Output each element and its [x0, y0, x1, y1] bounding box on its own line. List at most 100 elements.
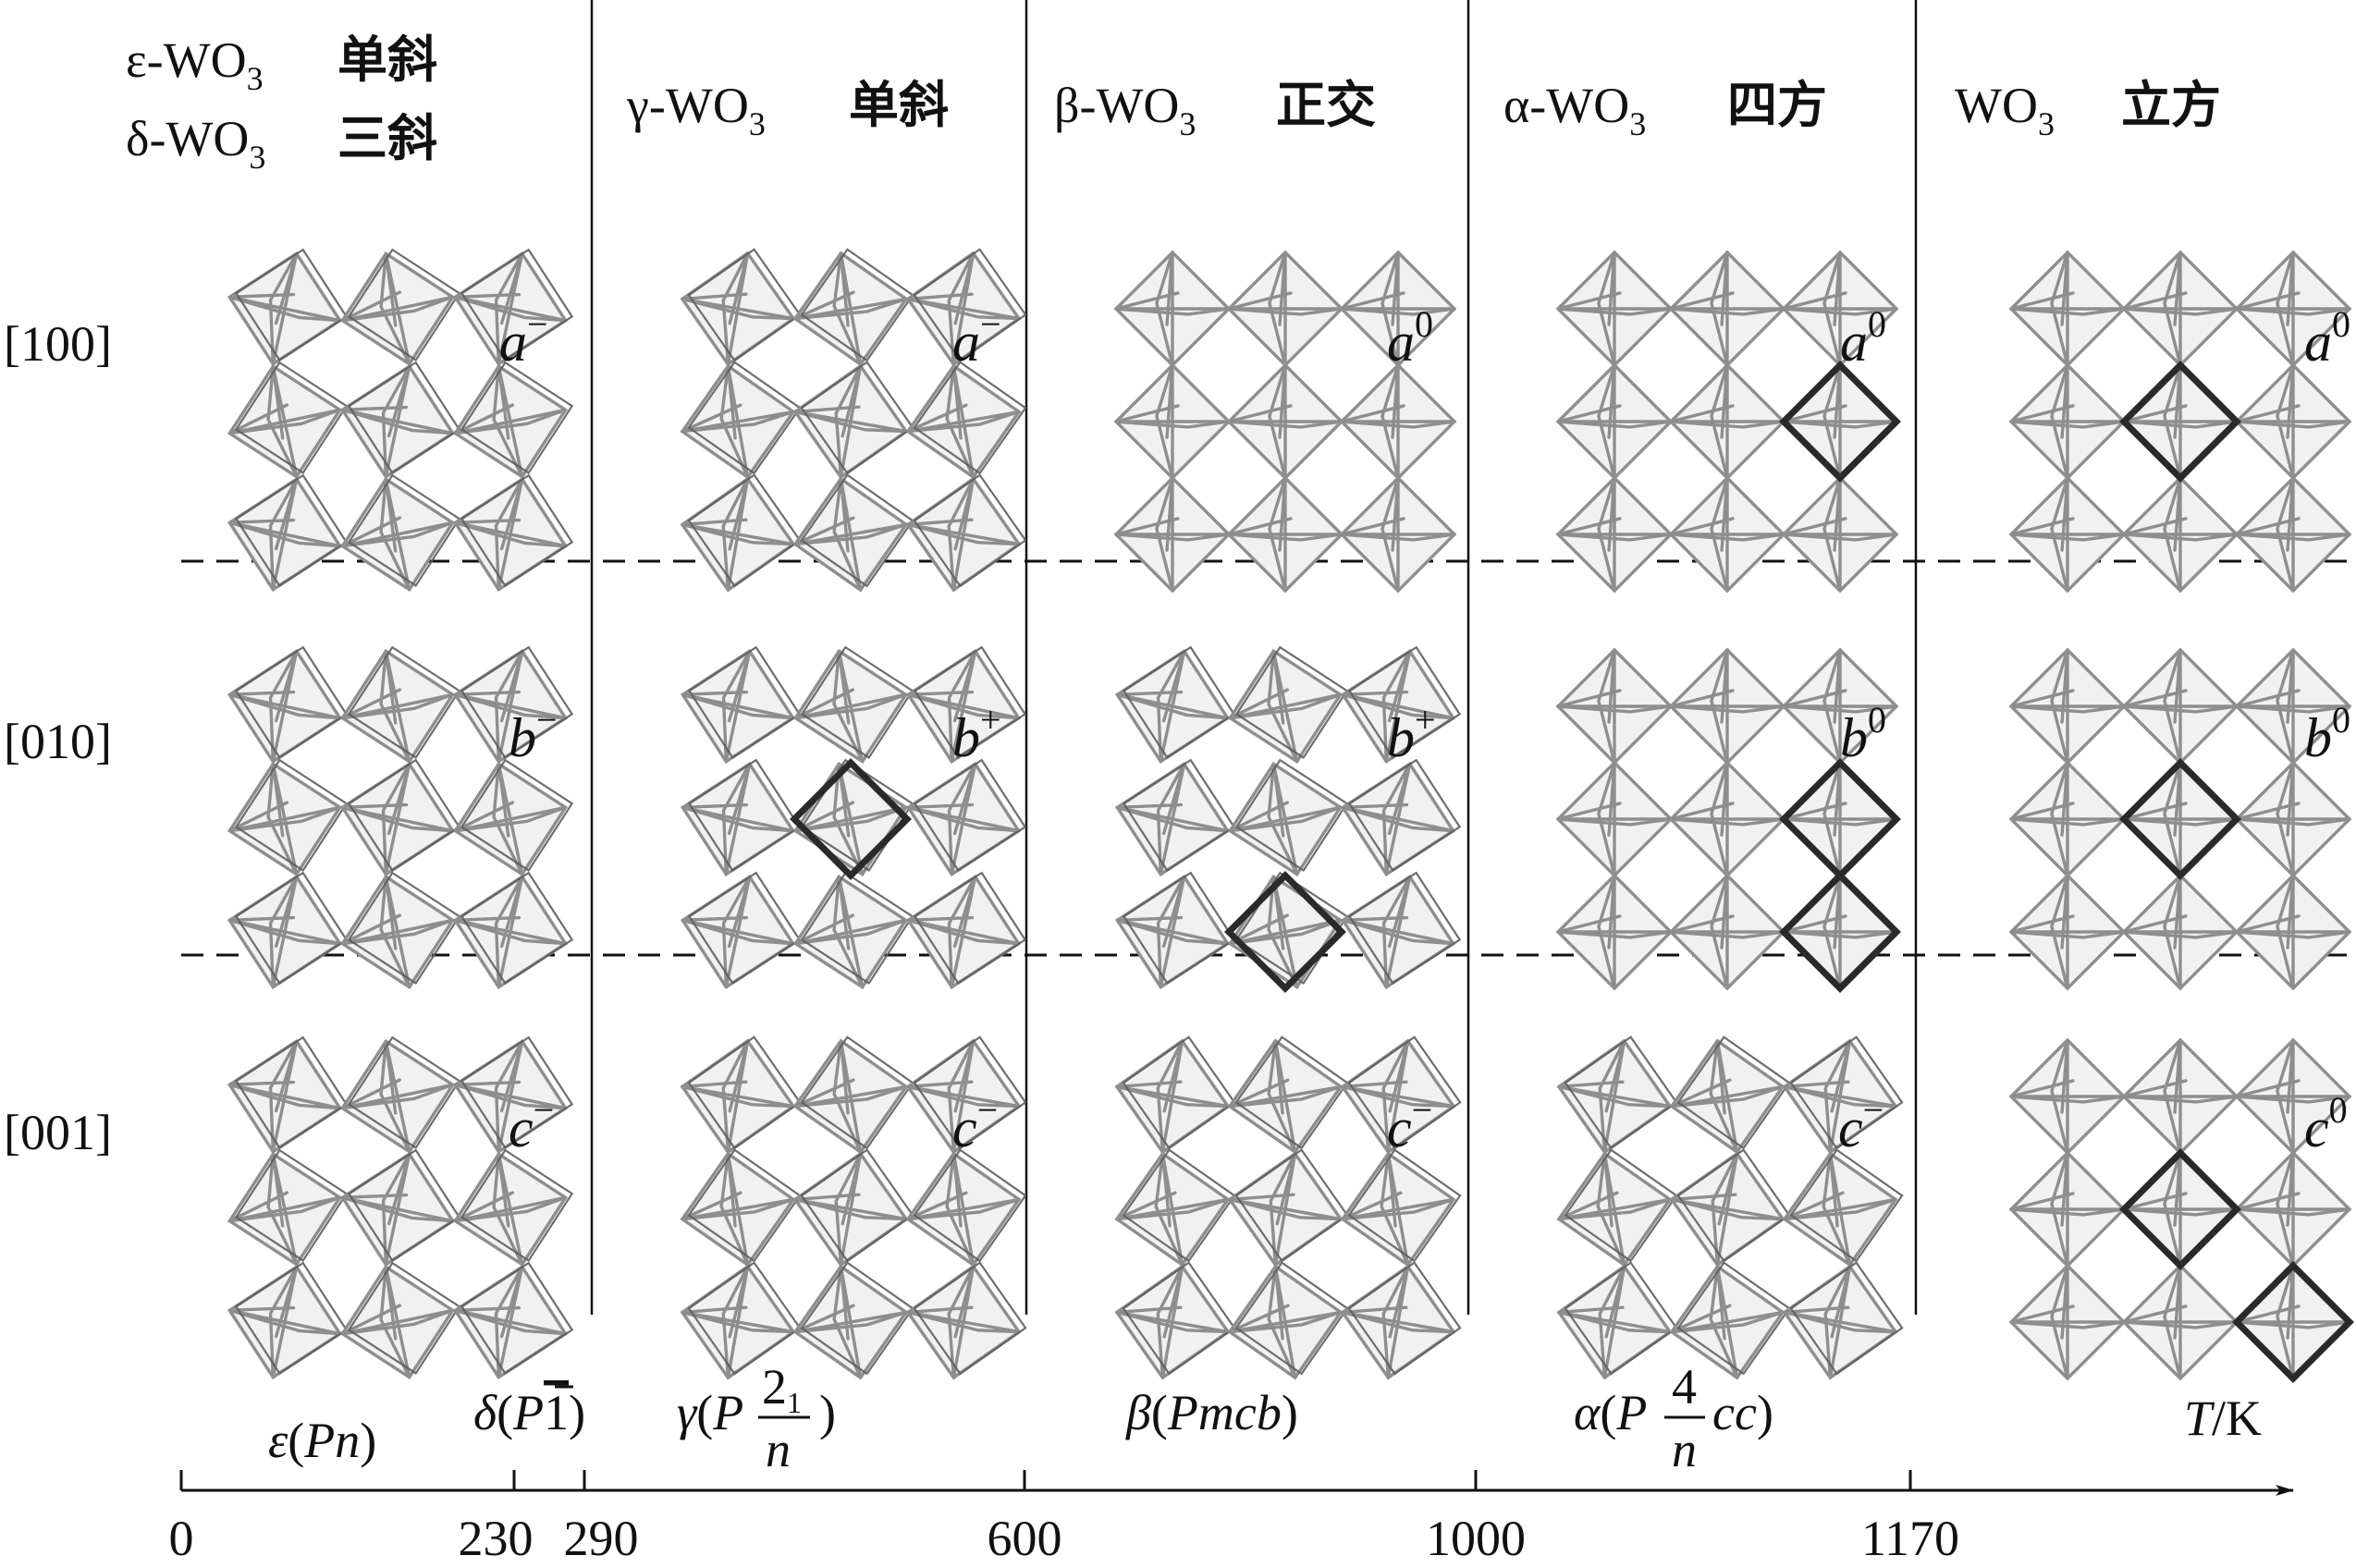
octahedra-panel [1114, 1035, 1462, 1380]
octahedron-inner-edges [1227, 363, 1344, 480]
octahedron-inner-edges [681, 1265, 795, 1379]
octahedron-ghost [913, 473, 1027, 588]
octahedron-inner-edges [1556, 761, 1673, 877]
phase-formula: γ-WO [626, 78, 749, 133]
octahedron-inner-edges [1341, 875, 1455, 989]
phase-header-cubic: WO3 立方 [1955, 76, 2221, 142]
octahedra-panel [2008, 647, 2352, 991]
octahedron-ghost [687, 473, 802, 588]
octahedron-ghost [687, 645, 802, 759]
octahedron-inner-edges [2235, 1264, 2351, 1380]
octahedron-inner-edges [2009, 1151, 2126, 1268]
octahedron-inner-edges [227, 1265, 342, 1379]
octahedron-ghost [234, 645, 349, 759]
octahedron-inner-edges [1115, 762, 1230, 876]
octahedron-inner-edges [453, 251, 568, 366]
svg-text:α(P: α(P [1574, 1385, 1647, 1440]
octahedron-inner-edges [681, 649, 795, 764]
octahedron-inner-edges [906, 251, 1021, 366]
octahedron-ghost [800, 473, 914, 588]
octahedron-inner-edges [1115, 649, 1230, 764]
octahedra-panel [1113, 250, 1457, 594]
svg-text:δ-WO3: δ-WO3 [126, 111, 265, 176]
octahedron-ghost [234, 1148, 349, 1262]
octahedron-inner-edges [453, 649, 568, 764]
octahedron-inner-edges [340, 649, 455, 764]
space-group-delta: δ(P1) [473, 1385, 585, 1440]
octahedron-inner-edges [340, 1152, 455, 1267]
tilt-label: a0 [1387, 303, 1433, 373]
phase-formula: δ-WO [126, 111, 249, 166]
space-group-beta: β(Pmcb) [1125, 1385, 1298, 1440]
octahedron-ghost [913, 871, 1027, 985]
octahedron-inner-edges [2235, 251, 2351, 367]
octahedron-inner-edges [1783, 1152, 1897, 1267]
tilt-label: a− [499, 303, 548, 373]
octahedron-inner-edges [2122, 476, 2239, 593]
octahedron-ghost [460, 1148, 574, 1262]
octahedron-inner-edges [2009, 874, 2126, 990]
octahedron-inner-edges [906, 649, 1021, 764]
row-label-001: [001] [4, 1105, 112, 1160]
octahedron-ghost [1234, 645, 1349, 759]
phase-crystal-system: 三斜 [337, 109, 437, 167]
octahedron-inner-edges [1669, 761, 1785, 877]
octahedron-ghost [1347, 758, 1462, 872]
octahedron-inner-edges [453, 364, 568, 479]
octahedron-ghost [234, 361, 349, 474]
octahedron-inner-edges [906, 477, 1021, 592]
octahedron-inner-edges [681, 364, 795, 479]
octahedron-ghost [1676, 1035, 1791, 1150]
octahedron-inner-edges [227, 875, 342, 989]
octahedron-inner-edges [681, 1039, 795, 1154]
octahedron-inner-edges [1782, 874, 1898, 990]
octahedron-ghost [460, 361, 574, 474]
octahedron-inner-edges [1341, 1152, 1455, 1267]
octahedron-ghost [913, 645, 1027, 759]
octahedron-inner-edges [1782, 251, 1898, 367]
phase-crystal-system: 单斜 [849, 76, 949, 134]
octahedron-inner-edges [1670, 1152, 1785, 1267]
svg-text:4: 4 [1672, 1359, 1697, 1415]
octahedron-ghost [687, 1261, 802, 1376]
octahedron-ghost [347, 1148, 461, 1262]
svg-text:γ-WO3: γ-WO3 [626, 78, 766, 142]
octahedron-inner-edges [1115, 1265, 1230, 1379]
octahedron-inner-edges [793, 649, 908, 764]
octahedron-inner-edges [793, 364, 908, 479]
phase-formula: ε-WO [126, 32, 247, 88]
octahedron-ghost [913, 1035, 1027, 1150]
octahedron-ghost [1122, 1035, 1236, 1150]
octahedron-inner-edges [1114, 476, 1231, 593]
octahedra-panel [1555, 647, 1901, 993]
octahedron-inner-edges [2009, 476, 2126, 593]
octahedron-inner-edges [1783, 1265, 1897, 1379]
svg-text:): ) [819, 1385, 836, 1440]
axis-tick-label: 1170 [1861, 1511, 1959, 1566]
octahedron-inner-edges [1228, 1039, 1343, 1154]
octahedron-ghost [687, 758, 802, 872]
octahedron-inner-edges [340, 477, 455, 592]
octahedron-inner-edges [1340, 251, 1456, 367]
octahedron-inner-edges [1556, 874, 1673, 990]
tilt-label: a− [952, 303, 1001, 373]
octahedron-inner-edges [2122, 874, 2239, 990]
octahedron-ghost [687, 871, 802, 985]
octahedron-inner-edges [1114, 363, 1231, 480]
octahedron-inner-edges [1341, 762, 1455, 876]
phase-formula: β-WO [1054, 78, 1179, 133]
octahedron-inner-edges [2235, 476, 2351, 593]
octahedron-inner-edges [1340, 363, 1456, 480]
octahedron-inner-edges [227, 364, 342, 479]
octahedron-ghost [1347, 1035, 1462, 1150]
space-group-labels: ε(Pn) δ(P1) γ(P 21 n ) β(Pmcb) α(P 4 n c… [268, 1359, 1773, 1477]
octahedra-panel [680, 1035, 1027, 1380]
tilt-label: b0 [1840, 699, 1886, 768]
octahedron-inner-edges [453, 1039, 568, 1154]
tilt-label: b+ [952, 699, 1001, 768]
octahedra-panel [227, 645, 574, 990]
octahedra-panel [2008, 1037, 2354, 1383]
phase-formula: WO [1955, 78, 2038, 133]
octahedron-ghost [347, 758, 461, 872]
